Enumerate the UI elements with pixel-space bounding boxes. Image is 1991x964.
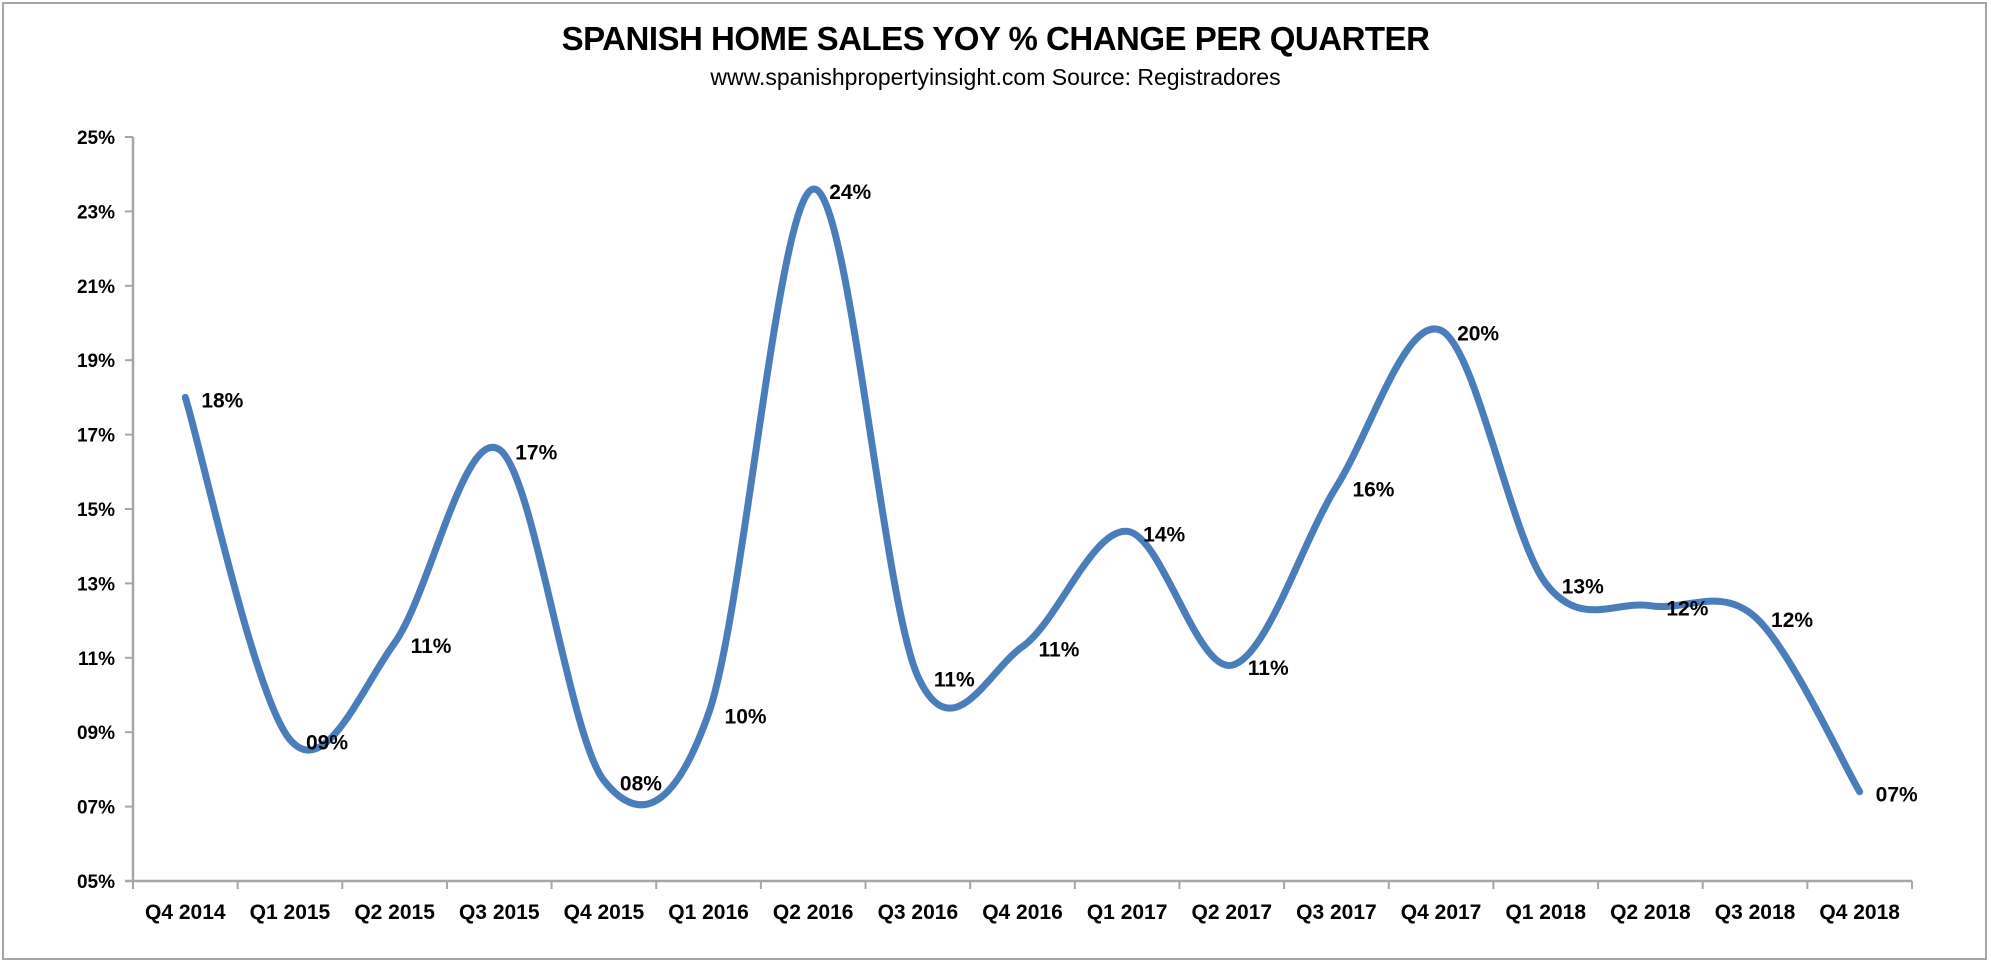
x-tick-label: Q3 2016 xyxy=(878,901,959,924)
y-tick-label: 11% xyxy=(78,649,115,670)
x-tick-label: Q1 2017 xyxy=(1087,901,1168,924)
data-label: 18% xyxy=(201,389,243,412)
data-label: 11% xyxy=(1248,657,1289,680)
series-layer xyxy=(181,185,1864,809)
data-label: 11% xyxy=(934,668,975,691)
data-label: 13% xyxy=(1562,575,1604,598)
y-tick-label: 19% xyxy=(77,351,115,372)
data-label: 17% xyxy=(515,441,557,464)
data-label: 11% xyxy=(411,635,452,658)
x-tick-label: Q2 2017 xyxy=(1192,901,1273,924)
y-tick-label: 05% xyxy=(77,872,115,893)
x-tick-label: Q3 2015 xyxy=(459,901,540,924)
data-label: 14% xyxy=(1143,523,1185,546)
x-tick-label: Q1 2015 xyxy=(250,901,331,924)
x-axis: Q4 2014 Q1 2015 Q2 2015 Q3 2015 Q4 2015 Q1 20… xyxy=(125,879,1913,924)
y-tick-label: 25% xyxy=(77,128,115,149)
y-tick-label: 17% xyxy=(77,426,115,447)
y-tick-label: 13% xyxy=(77,574,115,595)
data-label: 10% xyxy=(725,706,767,729)
x-tick-label: Q4 2018 xyxy=(1819,901,1900,924)
data-label: 16% xyxy=(1352,479,1394,502)
x-tick-label: Q3 2018 xyxy=(1715,901,1796,924)
y-axis: 05% 07% 09% 11% 13% 15% 17% 19% 21% 23% 25% xyxy=(77,128,135,893)
series-line xyxy=(181,185,1864,809)
data-label: 07% xyxy=(1876,784,1918,807)
data-labels-layer: 18% 09% 11% 17% 08% 10% 24% 11% 11% 14% 11% 16% 20% 1… xyxy=(201,181,1918,807)
x-tick-label: Q4 2017 xyxy=(1401,901,1482,924)
chart-title: SPANISH HOME SALES YOY % CHANGE PER QUAR… xyxy=(561,20,1430,57)
data-label: 12% xyxy=(1666,598,1708,621)
y-tick-label: 23% xyxy=(77,202,115,223)
y-tick-label: 21% xyxy=(77,277,115,298)
data-label: 20% xyxy=(1457,322,1499,345)
y-tick-label: 15% xyxy=(77,500,115,521)
x-tick-label: Q2 2018 xyxy=(1610,901,1691,924)
data-label: 11% xyxy=(1039,639,1080,662)
x-tick-label: Q4 2015 xyxy=(564,901,645,924)
data-label: 09% xyxy=(306,732,348,755)
data-label: 24% xyxy=(829,181,871,204)
x-tick-label: Q1 2016 xyxy=(668,901,749,924)
data-label: 12% xyxy=(1771,609,1813,632)
data-label: 08% xyxy=(620,773,662,796)
x-tick-label: Q3 2017 xyxy=(1296,901,1377,924)
chart-subtitle: www.spanishpropertyinsight.com Source: R… xyxy=(710,64,1281,90)
x-tick-label: Q4 2014 xyxy=(145,901,226,924)
x-tick-label: Q2 2015 xyxy=(354,901,435,924)
x-tick-label: Q1 2018 xyxy=(1505,901,1586,924)
x-tick-label: Q4 2016 xyxy=(982,901,1063,924)
x-tick-label: Q2 2016 xyxy=(773,901,854,924)
y-tick-label: 07% xyxy=(77,798,115,819)
y-tick-label: 09% xyxy=(77,723,115,744)
